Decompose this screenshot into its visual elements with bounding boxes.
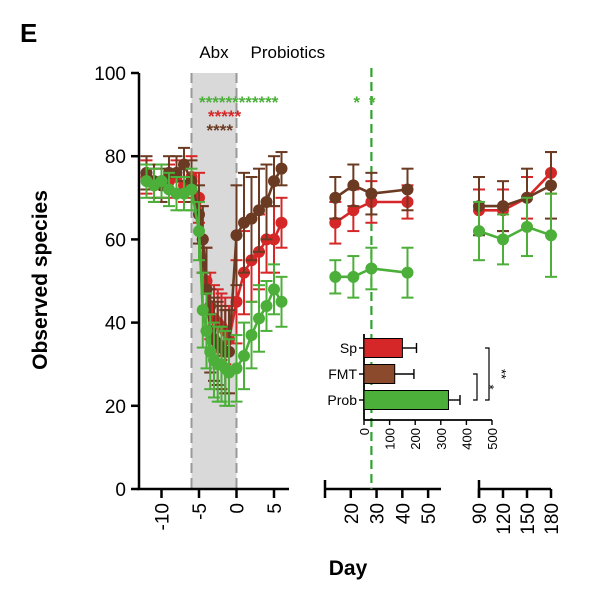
y-tick-label: 100 xyxy=(94,64,126,85)
significance-star: ***** xyxy=(208,107,241,126)
series-line xyxy=(335,267,408,279)
inset-significance-bracket xyxy=(485,347,490,401)
inset-significance-label: ** xyxy=(494,369,509,379)
data-point xyxy=(329,216,342,229)
shaded-bands: Abx Probiotics xyxy=(190,43,326,489)
data-point xyxy=(497,200,509,213)
data-point xyxy=(275,295,288,308)
data-point xyxy=(268,175,280,188)
inset-x-tick-label: 300 xyxy=(434,428,449,450)
data-point xyxy=(473,225,485,238)
inset-x-tick-label: 500 xyxy=(485,428,500,450)
series-line xyxy=(334,200,408,224)
inset-bar-sp xyxy=(363,338,403,358)
data-point xyxy=(365,262,378,275)
data-point xyxy=(230,362,243,375)
data-point xyxy=(245,212,258,225)
data-point xyxy=(185,183,198,196)
x-tick-label: -5 xyxy=(190,503,211,520)
data-point xyxy=(238,349,250,362)
y-tick-label: 0 xyxy=(115,480,126,501)
x-axis-label: Day xyxy=(329,557,368,580)
significance-stars: ************ * ********** xyxy=(199,93,376,140)
y-tick-label: 80 xyxy=(105,147,126,168)
data-point xyxy=(193,225,205,238)
data-point xyxy=(347,204,360,217)
inset-x-tick-label: 0 xyxy=(357,428,372,435)
x-tick-label: 0 xyxy=(228,503,249,514)
series-line xyxy=(334,183,408,199)
data-point xyxy=(245,329,258,342)
data-point xyxy=(401,183,414,196)
data-point xyxy=(268,283,280,296)
inset-category-label: FMT xyxy=(328,366,357,382)
band-label-1: Probiotics xyxy=(251,43,326,62)
x-tick-label: 180 xyxy=(542,503,563,535)
data-point xyxy=(497,233,509,246)
x-tick-label: 150 xyxy=(518,503,539,535)
data-point xyxy=(347,270,360,283)
x-tick-label: -10 xyxy=(153,503,174,530)
band-rect-0 xyxy=(191,73,237,489)
data-point xyxy=(253,204,265,217)
inset-category-label: Sp xyxy=(340,340,357,356)
data-point xyxy=(178,158,190,171)
x-tick-label: 30 xyxy=(368,503,389,524)
inset-x-tick-label: 100 xyxy=(383,428,398,450)
data-point xyxy=(329,270,342,283)
data-point xyxy=(275,216,288,229)
band-label-0: Abx xyxy=(199,43,229,62)
inset-bar-fmt xyxy=(363,364,396,384)
data-point xyxy=(545,229,557,242)
series-layer xyxy=(140,146,557,407)
y-axis-label: Observed species xyxy=(29,190,52,370)
data-point xyxy=(275,162,288,175)
data-point xyxy=(268,233,280,246)
inset-significance-bracket xyxy=(473,373,478,401)
x-tick-label: 40 xyxy=(393,503,414,524)
series-2 xyxy=(140,163,557,407)
data-point xyxy=(170,166,183,179)
series-line xyxy=(479,171,552,212)
data-point xyxy=(253,312,265,325)
significance-star: * xyxy=(369,93,376,112)
x-tick-label: 50 xyxy=(419,503,440,524)
data-point xyxy=(521,220,533,233)
significance-star: * xyxy=(353,93,360,112)
x-tick-label: 90 xyxy=(470,503,491,524)
data-point xyxy=(155,175,168,188)
x-tick-label: 120 xyxy=(494,503,515,535)
data-point xyxy=(545,179,557,192)
series-line xyxy=(478,225,552,241)
y-tick-label: 40 xyxy=(105,314,126,335)
inset-bar-prob xyxy=(363,390,449,410)
inset-x-tick-label: 200 xyxy=(408,428,423,450)
data-point xyxy=(347,179,360,192)
data-point xyxy=(260,195,273,208)
y-tick-label: 20 xyxy=(105,397,126,418)
inset-x-tick-label: 400 xyxy=(459,428,474,450)
inset-category-label: Prob xyxy=(327,392,357,408)
y-tick-label: 60 xyxy=(105,230,126,251)
series-line xyxy=(479,184,552,208)
x-tick-label: 20 xyxy=(342,503,363,524)
data-point xyxy=(365,187,378,200)
data-point xyxy=(260,299,273,312)
data-point xyxy=(230,229,243,242)
panel-letter: E xyxy=(20,18,37,48)
significance-star: **** xyxy=(207,121,234,140)
x-tick-label: 5 xyxy=(265,503,286,514)
data-point xyxy=(329,191,342,204)
data-point xyxy=(401,266,414,279)
significance-star: ************ xyxy=(199,93,279,112)
